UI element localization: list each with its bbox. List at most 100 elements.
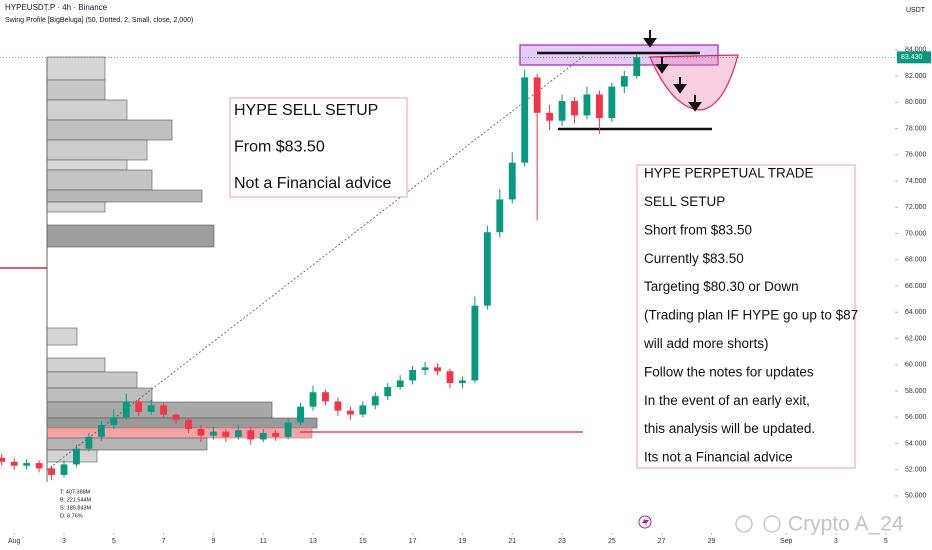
candle-body xyxy=(571,101,578,116)
profile-bar xyxy=(46,159,128,171)
candle-body xyxy=(396,380,404,388)
icon xyxy=(638,515,652,529)
candle-body xyxy=(234,430,242,437)
candle-body xyxy=(508,162,516,200)
candle-body xyxy=(197,428,205,436)
icon xyxy=(642,517,649,527)
candle-body xyxy=(384,387,392,397)
note-line: From $83.50 xyxy=(234,139,325,156)
candle-body xyxy=(496,199,504,233)
candle-body xyxy=(272,432,280,437)
y-tick-label: 84.000 xyxy=(905,47,927,54)
x-tick-label: 11 xyxy=(260,538,267,545)
candle-body xyxy=(222,431,230,437)
profile-bar xyxy=(46,224,215,248)
candle-body xyxy=(259,432,267,440)
arrow-head xyxy=(655,64,669,74)
y-tick-label: 56.000 xyxy=(905,414,927,421)
notes: HYPE SELL SETUP From $83.50 Not a Financia… xyxy=(234,102,858,464)
candle-body xyxy=(409,369,417,381)
profile-bar xyxy=(46,357,106,373)
x-tick-label: 5 xyxy=(884,538,888,545)
candle-body xyxy=(135,401,143,412)
profile-bar xyxy=(46,449,98,463)
candle-body xyxy=(558,101,566,121)
candle-body xyxy=(160,405,168,415)
note-line: In the event of an early exit, xyxy=(644,393,810,408)
stat-label: D: 8.76% xyxy=(60,513,83,519)
profile-bar xyxy=(46,169,153,191)
y-tick-label: 54.000 xyxy=(905,440,927,447)
profile-bar xyxy=(46,119,173,141)
note-line: Its not a Financial advice xyxy=(644,450,793,465)
candle-body xyxy=(23,463,31,466)
watermark-icon xyxy=(735,515,753,533)
profile-bar xyxy=(46,417,318,429)
candle-body xyxy=(309,392,317,407)
profile-bar xyxy=(46,327,78,346)
candle-body xyxy=(110,417,118,426)
x-tick-label: Aug xyxy=(8,538,21,545)
last-price-box xyxy=(897,51,931,64)
candle-body xyxy=(595,94,603,119)
note-line: HYPE PERPETUAL TRADE xyxy=(644,166,814,181)
candle-body xyxy=(85,436,93,449)
x-tick-label: Sep xyxy=(780,538,793,545)
candle-body xyxy=(209,431,217,436)
candle-body xyxy=(35,463,43,469)
candle-body xyxy=(185,419,192,429)
y-tick-label: 74.000 xyxy=(905,178,927,185)
candle-body xyxy=(48,468,55,475)
candle-body xyxy=(172,414,180,420)
watermark: Crypto A_24 xyxy=(788,513,904,536)
profile-bar xyxy=(46,139,148,161)
candle-body xyxy=(533,77,541,113)
x-tick-label: 3 xyxy=(834,538,838,545)
candles xyxy=(0,53,641,481)
candle-body xyxy=(147,405,155,412)
candle-body xyxy=(583,94,591,116)
candle-body xyxy=(633,57,641,77)
candle-body xyxy=(322,392,329,402)
note-line: (Trading plan IF HYPE go up to $87 xyxy=(644,308,858,323)
note-line: HYPE SELL SETUP xyxy=(234,102,378,119)
note-line: will add more shorts) xyxy=(643,336,769,351)
note-line: Targeting $80.30 or Down xyxy=(644,279,799,294)
y-tick-label: 64.000 xyxy=(905,309,927,316)
y-tick-label: 76.000 xyxy=(905,152,927,159)
y-tick-label: 82.000 xyxy=(905,73,927,80)
candle-body xyxy=(10,461,18,466)
candle-body xyxy=(608,86,616,119)
y-tick-label: 78.000 xyxy=(905,125,927,132)
note-line: Follow the notes for updates xyxy=(644,364,814,379)
x-tick-label: 17 xyxy=(409,538,417,545)
x-tick-label: 27 xyxy=(658,538,666,545)
price-axis xyxy=(895,0,932,550)
candle-body xyxy=(0,457,6,462)
stat-label: T: 407.388M xyxy=(60,489,91,495)
y-tick-label: 80.000 xyxy=(905,99,927,106)
last-price-label: 83.430 xyxy=(901,54,923,61)
arrows xyxy=(643,30,702,112)
candle-body xyxy=(297,406,304,423)
candle-body xyxy=(122,401,130,418)
candle-body xyxy=(483,232,491,306)
arrow-head xyxy=(643,38,657,48)
candle-body xyxy=(371,396,379,406)
candle-body xyxy=(284,422,292,437)
note-box xyxy=(229,97,408,198)
candle-body xyxy=(359,405,367,415)
candle-body xyxy=(521,77,529,163)
candle-body xyxy=(60,464,68,475)
arrow-head xyxy=(673,84,687,94)
x-tick-label: 19 xyxy=(459,538,467,545)
profile-bar xyxy=(46,56,106,81)
y-tick-label: 62.000 xyxy=(905,335,927,342)
candle-body xyxy=(247,430,255,440)
watermark-icon xyxy=(763,515,781,533)
candle-body xyxy=(459,380,466,384)
x-tick-label: 3 xyxy=(62,538,66,545)
x-tick-label: 13 xyxy=(309,538,317,545)
x-tick-label: 23 xyxy=(558,538,566,545)
